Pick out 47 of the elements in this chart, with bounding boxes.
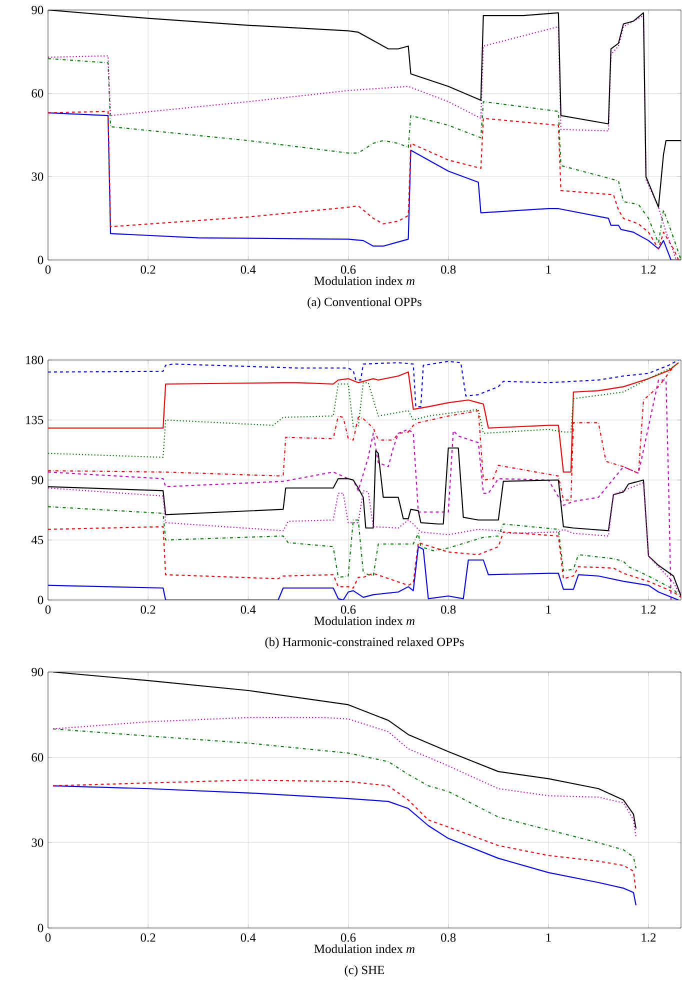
line-series (48, 366, 674, 501)
x-tick-label: 0.8 (441, 265, 456, 274)
y-tick-label: 45 (31, 536, 44, 544)
y-tick-label: 180 (26, 356, 44, 364)
line-series (48, 15, 677, 260)
x-tick-label: 0 (45, 933, 51, 942)
y-tick-label: 90 (32, 6, 44, 14)
x-tick-label: 1 (546, 933, 551, 942)
y-tick-label: 0 (38, 924, 44, 932)
y-tick-label: 90 (32, 668, 44, 676)
line-series (48, 360, 680, 408)
x-tick-label: 0.4 (240, 605, 256, 614)
y-tick-label: 60 (32, 89, 44, 98)
x-tick-label: 0.2 (140, 605, 156, 614)
line-series (48, 506, 682, 598)
line-series (48, 58, 682, 260)
x-axis-title: Modulation index m (314, 616, 414, 626)
x-tick-label: 0 (45, 605, 51, 614)
x-tick-label: 0.6 (340, 933, 356, 942)
y-tick-label: 30 (32, 172, 44, 181)
x-axis-title: Modulation index m (314, 276, 414, 286)
x-tick-label: 1 (546, 265, 551, 274)
y-tick-label: 135 (26, 416, 44, 424)
text: (a) Conventional OPPs (308, 297, 422, 309)
x-tick-label: 0.4 (240, 933, 256, 942)
x-tick-label: 1.2 (642, 605, 656, 614)
x-tick-label: 0.6 (340, 605, 356, 614)
x-tick-label: 1.2 (642, 933, 656, 942)
x-tick-label: 0 (45, 265, 51, 274)
x-tick-label: 0.6 (340, 265, 356, 274)
line-series (48, 526, 682, 598)
y-tick-label: 90 (32, 476, 44, 484)
text: (c) SHE (344, 965, 384, 977)
y-tick-label: 0 (38, 256, 44, 264)
y-tick-label: 60 (32, 753, 44, 762)
y-tick-label: 0 (38, 596, 44, 604)
x-axis-title: Modulation index m (314, 944, 414, 954)
x-tick-label: 0.8 (441, 605, 456, 614)
x-tick-label: 0.2 (140, 933, 156, 942)
x-tick-label: 0.2 (140, 265, 156, 274)
line-series (52, 716, 637, 838)
x-tick-label: 1.2 (642, 265, 656, 274)
x-tick-label: 0.8 (441, 933, 456, 942)
text: (b) Harmonic-constrained relaxed OPPs (265, 637, 464, 649)
x-tick-label: 1 (546, 605, 551, 614)
x-tick-label: 0.4 (240, 265, 256, 274)
y-tick-label: 30 (32, 838, 44, 847)
